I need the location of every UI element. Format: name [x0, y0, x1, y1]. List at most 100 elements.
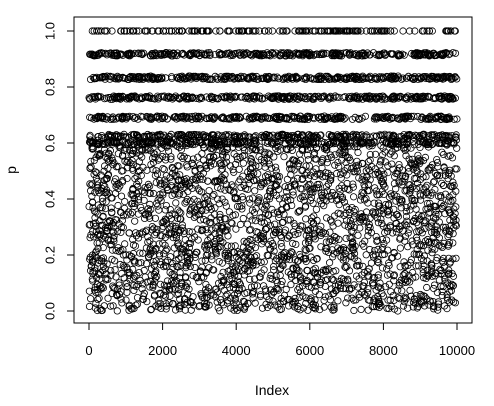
- data-point: [425, 51, 433, 59]
- data-point: [225, 27, 233, 35]
- data-point: [398, 50, 406, 58]
- data-point: [259, 237, 268, 245]
- data-point: [360, 278, 368, 286]
- data-point: [113, 74, 121, 82]
- data-point: [170, 94, 178, 102]
- data-point: [444, 115, 453, 123]
- data-point: [453, 144, 461, 152]
- data-point: [143, 278, 151, 286]
- data-point: [222, 181, 231, 189]
- data-point: [280, 74, 288, 82]
- data-point: [289, 50, 298, 58]
- data-point: [445, 73, 453, 81]
- data-point: [180, 153, 188, 161]
- data-point: [152, 179, 160, 187]
- data-point: [216, 27, 224, 35]
- data-point: [97, 49, 105, 57]
- data-point: [227, 93, 235, 101]
- data-point: [235, 49, 244, 57]
- data-point: [181, 199, 189, 207]
- data-point: [352, 27, 360, 35]
- data-point: [295, 115, 303, 123]
- data-point: [380, 114, 389, 122]
- data-point: [180, 93, 188, 101]
- data-point: [435, 241, 443, 249]
- data-point: [90, 93, 98, 101]
- data-point: [123, 174, 131, 183]
- data-point: [275, 75, 283, 83]
- data-point: [378, 219, 386, 227]
- data-point: [237, 72, 245, 81]
- data-point: [406, 286, 414, 294]
- data-point: [270, 51, 278, 59]
- data-point: [121, 198, 129, 206]
- data-point: [313, 50, 321, 58]
- data-point: [302, 49, 310, 57]
- data-point: [297, 140, 305, 148]
- data-point: [119, 132, 127, 140]
- data-point: [224, 72, 233, 80]
- data-point: [252, 205, 260, 213]
- data-point: [250, 72, 258, 81]
- data-point: [171, 27, 179, 35]
- data-point: [210, 190, 218, 199]
- data-point: [241, 94, 249, 102]
- data-point: [423, 27, 431, 35]
- data-point: [315, 290, 323, 299]
- data-point: [205, 27, 213, 35]
- data-point: [280, 153, 288, 161]
- data-point: [217, 299, 226, 307]
- data-point: [231, 296, 239, 304]
- data-point: [292, 73, 300, 81]
- data-point: [276, 27, 284, 35]
- data-point: [262, 73, 270, 81]
- data-point: [201, 51, 209, 59]
- data-point: [270, 113, 279, 121]
- data-point: [433, 156, 441, 164]
- data-point: [298, 185, 306, 193]
- data-point: [178, 74, 186, 82]
- data-point: [246, 212, 254, 220]
- data-point: [169, 49, 177, 57]
- data-point: [163, 115, 171, 123]
- data-point: [434, 113, 442, 121]
- data-point: [357, 305, 365, 313]
- data-point: [414, 262, 423, 270]
- data-point: [177, 132, 185, 140]
- data-point: [277, 114, 285, 122]
- data-point: [304, 181, 313, 189]
- data-point: [207, 113, 215, 121]
- data-point: [117, 228, 125, 236]
- data-point: [87, 163, 95, 171]
- data-point: [309, 94, 318, 102]
- data-point: [345, 286, 354, 294]
- data-point: [230, 150, 238, 158]
- data-point: [309, 139, 317, 148]
- data-point: [195, 278, 203, 286]
- data-point: [224, 242, 232, 250]
- data-point: [350, 212, 359, 220]
- data-point: [384, 162, 392, 170]
- data-point: [384, 169, 392, 177]
- data-point: [283, 94, 291, 102]
- data-point: [185, 113, 194, 121]
- data-point: [89, 73, 97, 82]
- data-point: [224, 232, 232, 240]
- data-point: [190, 204, 198, 212]
- data-point: [179, 154, 187, 163]
- data-point: [127, 74, 135, 83]
- data-point: [146, 139, 154, 147]
- data-point: [166, 93, 174, 101]
- data-point: [317, 93, 325, 101]
- data-point: [334, 297, 342, 305]
- data-point: [350, 306, 358, 315]
- data-point: [207, 252, 215, 260]
- data-point: [104, 219, 112, 227]
- data-point: [237, 220, 245, 229]
- data-point: [366, 133, 374, 141]
- data-point: [113, 307, 121, 315]
- data-point: [453, 115, 461, 123]
- data-point: [355, 75, 363, 84]
- data-point: [208, 95, 216, 103]
- data-point: [217, 93, 226, 101]
